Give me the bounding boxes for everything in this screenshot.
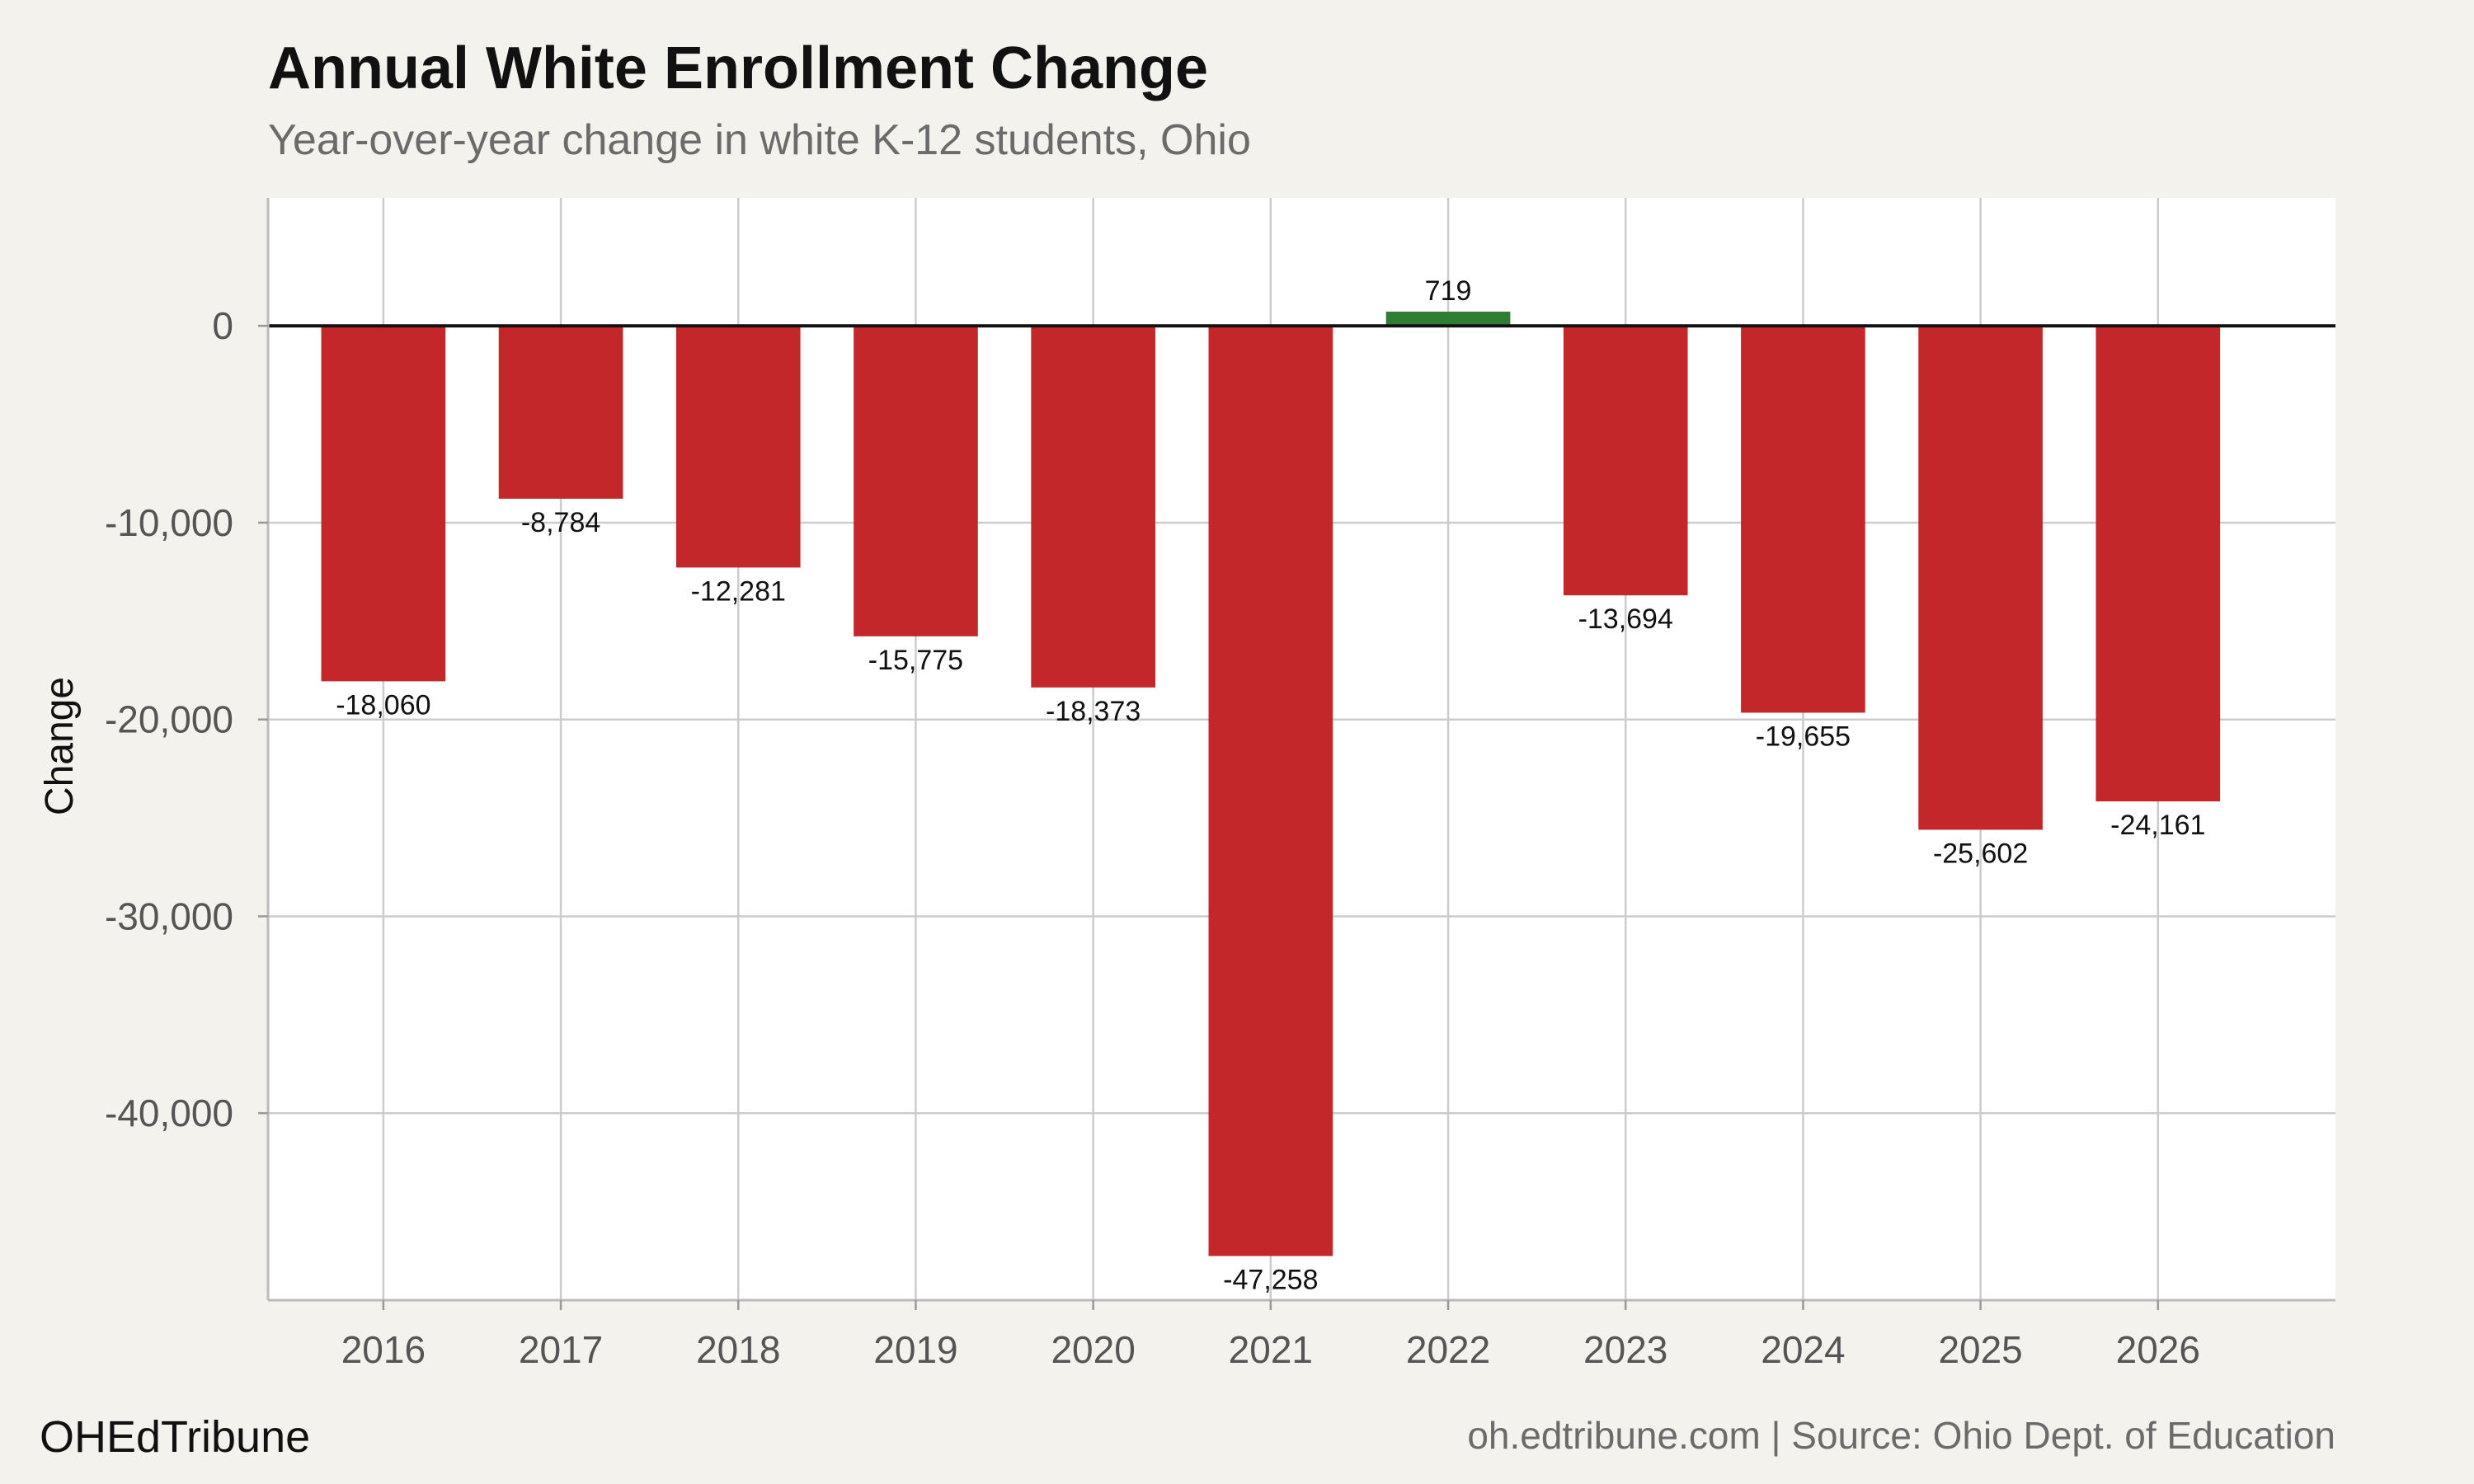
x-tick-label: 2016 [341,1328,426,1371]
data-label: -24,161 [2110,810,2205,841]
data-label: -47,258 [1223,1264,1318,1295]
data-label: -12,281 [691,575,786,607]
x-tick-label: 2024 [1761,1328,1845,1371]
bar-2021 [1208,326,1333,1256]
bar-2024 [1741,326,1865,713]
data-label: -15,775 [868,645,963,676]
x-tick-label: 2022 [1406,1328,1490,1371]
x-tick-label: 2025 [1938,1328,2022,1371]
x-tick-label: 2019 [873,1328,957,1371]
data-label: -8,784 [521,507,600,538]
bar-2017 [498,326,623,499]
bar-2025 [1918,326,2043,830]
data-label: -18,060 [336,689,430,721]
bar-2016 [321,326,446,682]
y-tick-label: -30,000 [105,895,233,937]
bars [321,312,2221,1256]
x-tick-label: 2017 [519,1328,603,1371]
x-tick-label: 2023 [1583,1328,1667,1371]
x-tick-label: 2018 [696,1328,780,1371]
chart-subtitle: Year-over-year change in white K-12 stud… [268,116,1251,164]
y-tick-label: -10,000 [105,501,233,544]
data-label: -18,373 [1046,696,1141,727]
data-labels: -18,060 -8,784 -12,281 -15,775 -18,373 -47,25… [336,275,2205,1295]
axes: 0 -10,000 -20,000 -30,000 -40,000 2016 2017 201… [105,198,2335,1371]
data-label: -19,655 [1756,721,1851,752]
bar-2022 [1385,312,1511,326]
x-tick-label: 2020 [1051,1328,1135,1371]
bar-2026 [2095,326,2221,802]
data-label: -25,602 [1933,838,2028,869]
y-axis-title: Change [38,677,82,815]
bar-2019 [854,326,978,636]
data-label: 719 [1425,275,1472,307]
bar-2020 [1031,326,1155,688]
x-tick-label: 2026 [2116,1328,2200,1371]
y-tick-label: -20,000 [105,698,233,741]
bar-2018 [675,326,801,568]
chart-title: Annual White Enrollment Change [268,35,1209,101]
x-tick-label: 2021 [1229,1328,1313,1371]
y-tick-label: 0 [212,304,233,347]
y-tick-label: -40,000 [105,1092,233,1134]
source-note: oh.edtribune.com | Source: Ohio Dept. of… [1467,1414,2335,1457]
bar-2023 [1563,326,1688,596]
data-label: -13,694 [1578,603,1673,635]
brand-name: OHEdTribune [40,1412,311,1462]
